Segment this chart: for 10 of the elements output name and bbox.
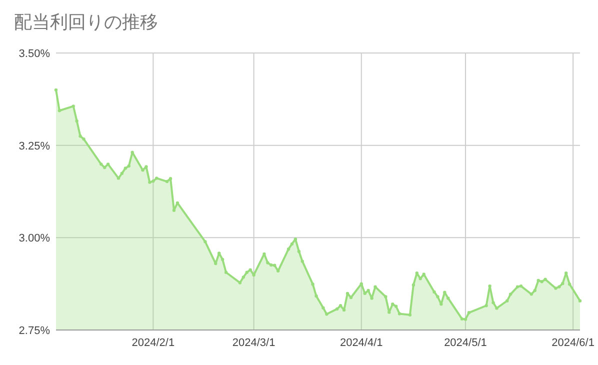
x-tick-label: 2024/6/1: [552, 337, 594, 349]
y-tick-label: 3.00%: [18, 232, 50, 245]
x-tick-label: 2024/2/1: [132, 337, 175, 349]
chart-title: 配当利回りの推移: [14, 12, 158, 32]
x-tick-label: 2024/3/1: [232, 337, 276, 349]
y-tick-label: 3.25%: [18, 140, 50, 152]
y-tick-label: 3.50%: [18, 48, 50, 60]
x-tick-label: 2024/4/1: [340, 337, 383, 349]
y-tick-label: 2.75%: [18, 325, 50, 337]
x-tick-label: 2024/5/1: [444, 337, 487, 349]
